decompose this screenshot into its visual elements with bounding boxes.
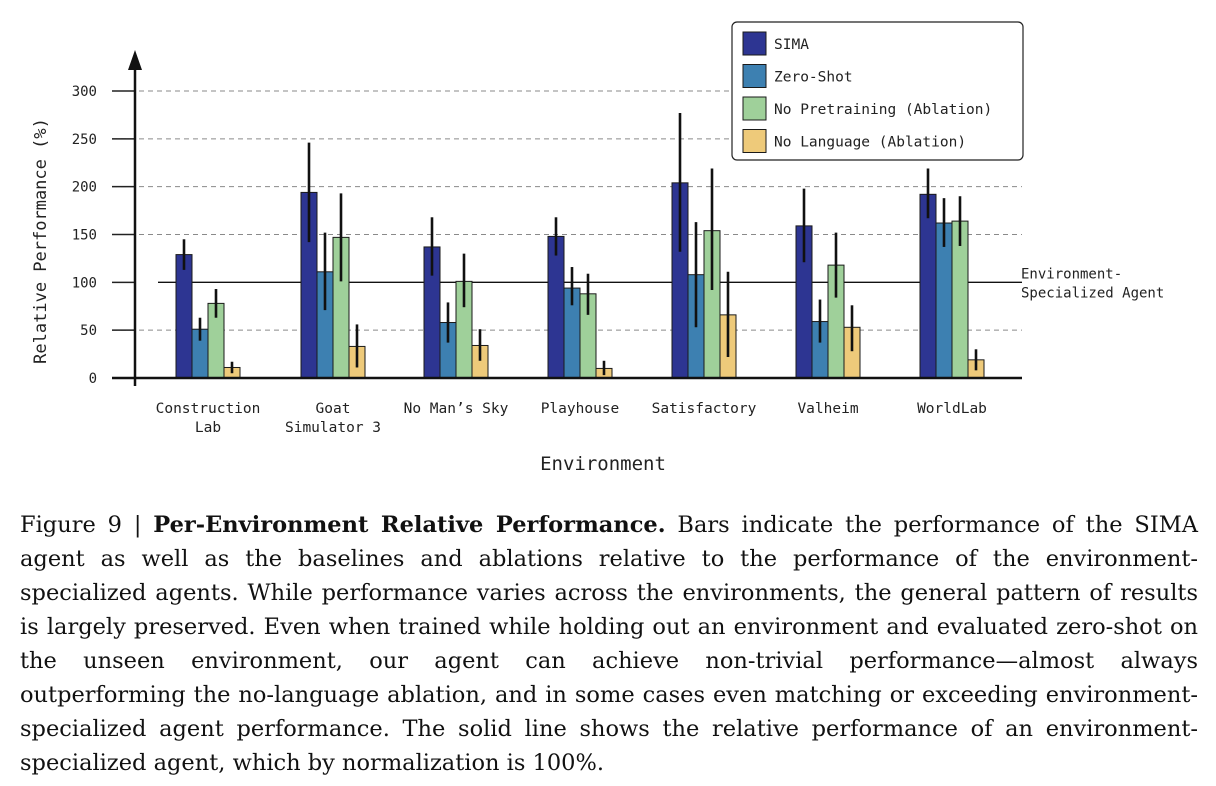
x-axis-title: Environment — [540, 453, 666, 475]
y-tick-label: 0 — [89, 371, 97, 387]
caption-body: Bars indicate the performance of the SIM… — [20, 512, 1198, 776]
legend-label: No Language (Ablation) — [774, 135, 966, 151]
x-tick-label: Playhouse — [541, 401, 620, 417]
figure-caption: Figure 9 | Per-Environment Relative Perf… — [20, 508, 1198, 780]
legend-swatch — [742, 129, 767, 153]
y-axis-arrow — [128, 50, 142, 70]
y-tick-label: 150 — [72, 228, 97, 244]
legend-label: Zero-Shot — [774, 70, 853, 86]
y-tick-label: 300 — [72, 84, 97, 100]
bar — [175, 254, 193, 379]
legend-swatch — [742, 64, 767, 88]
reference-line-label: Specialized Agent — [1021, 285, 1164, 301]
y-tick-label: 50 — [80, 323, 97, 339]
legend-swatch — [742, 31, 767, 56]
y-axis-title: Relative Performance (%) — [31, 118, 51, 364]
x-tick-label: WorldLab — [917, 401, 987, 417]
bar — [547, 235, 565, 379]
chart-svg: 0 50 100 150 200 250 300 Environment- Specialize… — [31, 21, 1164, 475]
reference-line-label: Environment- — [1021, 266, 1122, 282]
y-tick-label: 250 — [72, 132, 97, 148]
x-tick-label: No Man’s Sky — [404, 401, 509, 417]
caption-prefix: Figure 9 | — [20, 512, 154, 538]
x-tick-label: Construction — [156, 401, 261, 417]
legend-box — [731, 21, 1024, 161]
y-tick-label: 200 — [72, 180, 97, 196]
x-tick-label: Lab — [195, 420, 221, 436]
y-tick-label: 100 — [72, 275, 97, 291]
bar-chart-figure: 0 50 100 150 200 250 300 Environment- Specialize… — [31, 21, 1164, 475]
x-tick-label: Valheim — [797, 401, 858, 417]
x-tick-label: Goat — [316, 401, 351, 417]
legend-label: No Pretraining (Ablation) — [774, 102, 992, 118]
legend-label: SIMA — [774, 37, 809, 53]
legend-swatch — [742, 96, 767, 121]
caption-title: Per-Environment Relative Performance. — [153, 512, 666, 538]
bar — [919, 193, 937, 379]
x-tick-label: Simulator 3 — [285, 420, 381, 436]
x-tick-label: Satisfactory — [652, 401, 757, 417]
